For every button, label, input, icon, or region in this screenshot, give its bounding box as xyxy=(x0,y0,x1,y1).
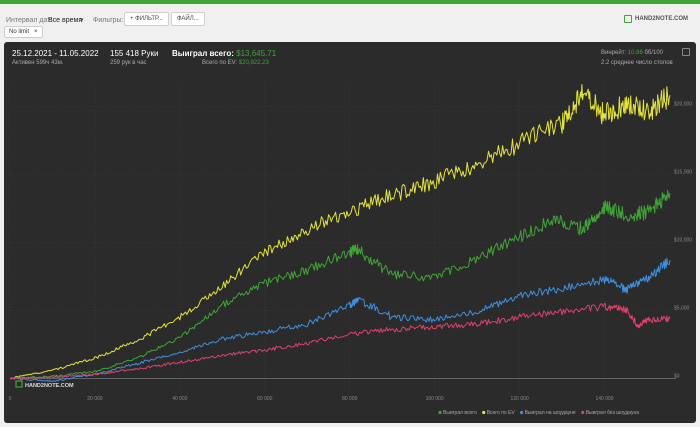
legend-marker xyxy=(520,410,524,415)
y-tick-label: $10,000 xyxy=(674,237,692,243)
filter-bar: Интервал дат: Все время ▾ Фильтры: + ФИЛ… xyxy=(0,4,700,40)
files-button[interactable]: ФАЙЛ... xyxy=(171,12,205,26)
watermark-icon xyxy=(15,380,23,388)
filters-label: Фильтры: xyxy=(93,17,124,24)
legend-entry: Выиграл без шоудауна xyxy=(586,410,640,416)
date-range: 25.12.2021 - 11.05.2022 xyxy=(12,49,99,58)
date-interval-label: Интервал дат: xyxy=(6,17,53,24)
logo-icon xyxy=(623,15,632,23)
watermark-text: HAND2NOTE.COM xyxy=(25,383,74,389)
add-filter-button[interactable]: + ФИЛЬТР... xyxy=(124,12,169,26)
chevron-down-icon[interactable]: ▾ xyxy=(80,17,84,24)
y-tick-label: $0 xyxy=(674,373,680,379)
top-accent-bar xyxy=(0,0,700,4)
x-tick-label: 60 000 xyxy=(257,396,273,402)
avg-tables: 2.2 среднее число столов xyxy=(601,60,673,66)
brand-logo: HAND2NOTE.COM xyxy=(623,15,688,23)
x-tick-label: 140 000 xyxy=(595,396,613,402)
series-line xyxy=(9,257,671,382)
ev-total-label: Всего по EV: xyxy=(202,60,238,66)
legend-marker xyxy=(581,410,585,415)
date-interval-dropdown[interactable]: Все время xyxy=(48,17,83,24)
graph-panel: 25.12.2021 - 11.05.2022 Активен 599ч 43м… xyxy=(4,42,696,423)
legend-entry: Всего по EV xyxy=(487,410,516,416)
x-tick-label: 80 000 xyxy=(342,396,358,402)
winrate-value: 10.86 xyxy=(627,50,643,56)
x-tick-label: 100 000 xyxy=(426,396,444,402)
series-line xyxy=(9,302,671,380)
x-tick-label: 20 000 xyxy=(87,396,103,402)
series-line xyxy=(9,190,671,380)
legend-marker xyxy=(438,410,442,415)
legend-entry: Выиграл всего xyxy=(443,410,477,416)
winrate-label: Винрейт: xyxy=(601,50,627,56)
won-total-value: $13,645.71 xyxy=(236,49,277,58)
hands-per-hour: 259 рук в час xyxy=(110,60,147,66)
winrate-unit: бб/100 xyxy=(644,50,664,56)
series-line xyxy=(9,84,671,380)
filter-chip[interactable]: No limit × xyxy=(4,26,43,38)
winrate: Винрейт: 10.86 бб/100 xyxy=(601,50,663,56)
x-tick-label: 0 xyxy=(9,396,12,402)
y-tick-label: $15,000 xyxy=(674,169,692,175)
brand-name: HAND2NOTE.COM xyxy=(634,16,688,22)
y-tick-label: $20,000 xyxy=(674,101,692,107)
legend-entry: Выиграл на шоудауне xyxy=(525,410,576,416)
profit-chart: 0 20 000 40 000 60 000 80 000 100 000 120 000 1… xyxy=(9,82,692,416)
y-tick-label: $5,000 xyxy=(674,305,690,311)
x-tick-label: 120 000 xyxy=(511,396,529,402)
hands-count: 155 418 Руки xyxy=(110,49,159,58)
legend-marker xyxy=(482,410,486,415)
ev-total: Всего по EV: $20,822.23 xyxy=(202,60,269,66)
settings-icon[interactable] xyxy=(682,48,690,56)
close-icon[interactable]: × xyxy=(34,29,38,35)
ev-total-value: $20,822.23 xyxy=(238,60,269,66)
won-total-label-text: Выиграл всего: xyxy=(172,49,234,58)
x-tick-label: 40 000 xyxy=(172,396,188,402)
filter-chip-label: No limit xyxy=(9,29,30,35)
won-total-label: Выиграл всего: $13,645.71 xyxy=(172,49,276,58)
active-time: Активен 599ч 43м. xyxy=(12,60,64,66)
